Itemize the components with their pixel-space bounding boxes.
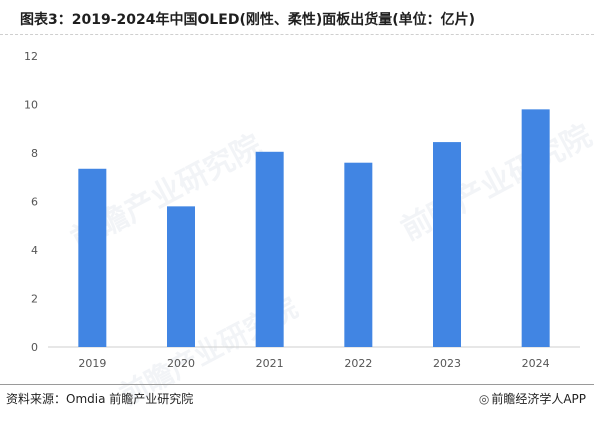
- y-tick-label: 0: [31, 341, 38, 354]
- x-tick-label: 2019: [78, 357, 106, 370]
- bar-2021: [255, 151, 284, 347]
- footer-divider: [0, 384, 594, 385]
- x-tick-label: 2023: [433, 357, 461, 370]
- bar-2022: [344, 162, 373, 347]
- y-tick-label: 2: [31, 293, 38, 306]
- source-note: 资料来源：Omdia 前瞻产业研究院: [6, 392, 194, 406]
- bars: [78, 109, 550, 347]
- x-axis-ticks: 2019 2020 2021 2022 2023 2024: [78, 357, 549, 370]
- qianzhan-logo-icon: ◎: [478, 392, 490, 406]
- bar-chart: 0 2 4 6 8 10 12 2019 2020 2021 2022 2023 2024: [24, 50, 580, 370]
- x-tick-label: 2020: [167, 357, 195, 370]
- y-tick-label: 6: [31, 196, 38, 209]
- brand-label: 前瞻经济学人APP: [491, 392, 586, 406]
- bar-2020: [167, 206, 195, 347]
- x-tick-label: 2022: [344, 357, 372, 370]
- y-axis-ticks: 0 2 4 6 8 10 12: [24, 50, 38, 354]
- bar-2019: [78, 168, 107, 347]
- y-tick-label: 4: [31, 244, 38, 257]
- bar-2023: [433, 142, 461, 347]
- title-divider: [0, 34, 594, 35]
- brand-credit: ◎ 前瞻经济学人APP: [479, 390, 586, 407]
- chart-title: 图表3：2019-2024年中国OLED(刚性、柔性)面板出货量(单位：亿片): [20, 12, 476, 28]
- x-tick-label: 2024: [522, 357, 550, 370]
- y-tick-label: 8: [31, 147, 38, 160]
- y-tick-label: 12: [24, 50, 38, 63]
- x-tick-label: 2021: [256, 357, 284, 370]
- bar-2024: [521, 109, 550, 347]
- y-tick-label: 10: [24, 99, 38, 112]
